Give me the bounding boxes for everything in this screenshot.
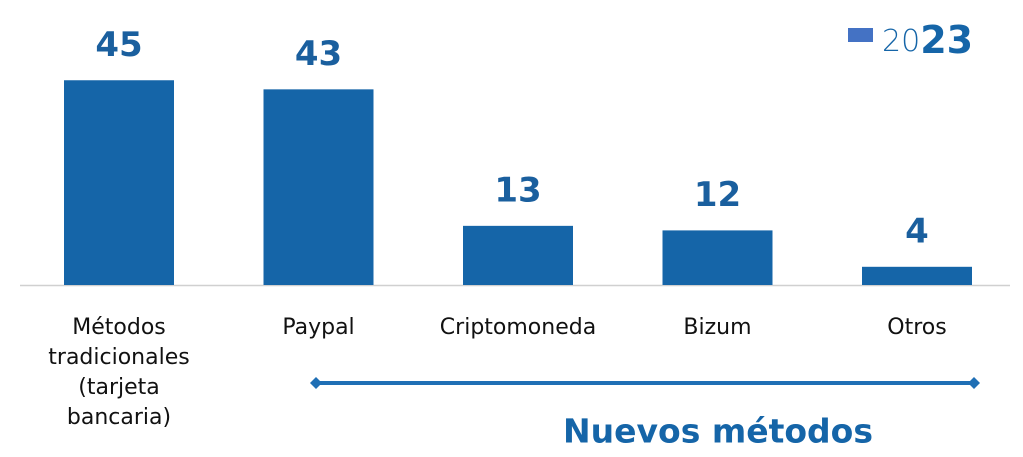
value-label: 43 — [295, 34, 342, 74]
x-tick-label: Criptomoneda — [439, 315, 597, 340]
legend-label: 2023 — [882, 18, 973, 62]
value-label: 45 — [95, 25, 142, 65]
bracket-end — [968, 377, 980, 389]
value-label: 13 — [494, 170, 541, 210]
value-label: 4 — [905, 211, 929, 251]
bracket-end — [310, 377, 322, 389]
legend-swatch — [848, 28, 873, 42]
bar — [463, 225, 573, 285]
x-tick-label: Bizum — [683, 315, 752, 340]
x-tick-label: Métodos tradicionales (tarjeta bancaria) — [48, 315, 190, 430]
bar — [263, 89, 374, 285]
bar — [64, 80, 174, 285]
annotation: Nuevos métodos — [563, 412, 873, 451]
bar — [662, 230, 773, 285]
bar — [862, 266, 972, 285]
x-tick-label: Otros — [887, 315, 947, 340]
x-tick-label: Paypal — [282, 315, 355, 340]
value-label: 12 — [694, 175, 741, 215]
